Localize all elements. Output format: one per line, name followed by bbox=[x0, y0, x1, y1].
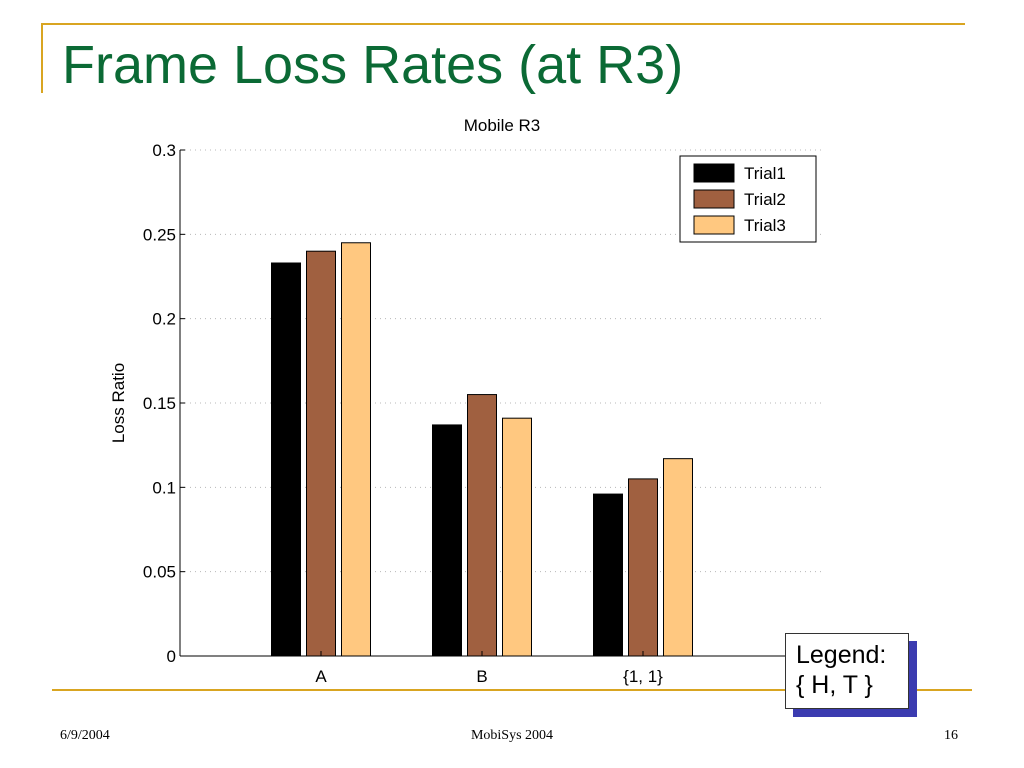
bar-trial2 bbox=[306, 250, 336, 657]
chart-title: Mobile R3 bbox=[464, 116, 541, 135]
x-tick-label: {1, 1} bbox=[623, 667, 663, 686]
chart-legend: Trial1 Trial2 Trial3 bbox=[679, 155, 817, 243]
legend-note-line2: { H, T } bbox=[796, 671, 873, 699]
y-axis-label: Loss Ratio bbox=[109, 363, 128, 443]
footer-divider-line bbox=[52, 689, 972, 691]
y-tick-label: 0.2 bbox=[152, 310, 176, 329]
footer-date: 6/9/2004 bbox=[60, 728, 110, 743]
y-tick-label: 0.25 bbox=[143, 225, 176, 244]
x-ticks: A B {1, 1} bbox=[315, 651, 663, 686]
legend-note-line1: Legend: bbox=[796, 641, 887, 669]
legend-swatch-trial1 bbox=[693, 163, 735, 183]
legend-label-trial1: Trial1 bbox=[744, 164, 786, 183]
y-ticks: 0 0.05 0.1 0.15 0.2 0.25 0.3 bbox=[143, 141, 185, 666]
x-tick-label: A bbox=[315, 667, 327, 686]
legend-label-trial3: Trial3 bbox=[744, 216, 786, 235]
bar-trial2 bbox=[467, 394, 497, 657]
bar-trial1 bbox=[593, 493, 623, 657]
title-accent-vertical-line bbox=[41, 23, 43, 93]
bar-trial1 bbox=[271, 262, 301, 657]
page-number: 16 bbox=[944, 728, 958, 743]
legend-label-trial2: Trial2 bbox=[744, 190, 786, 209]
y-tick-label: 0.1 bbox=[152, 478, 176, 497]
bar-trial3 bbox=[663, 458, 693, 657]
bar-trial3 bbox=[341, 242, 371, 657]
slide-title: Frame Loss Rates (at R3) bbox=[62, 35, 684, 95]
legend-swatch-trial3 bbox=[693, 215, 735, 235]
bar-trial1 bbox=[432, 424, 462, 657]
x-tick-label: B bbox=[476, 667, 487, 686]
y-tick-label: 0 bbox=[167, 647, 176, 666]
y-tick-label: 0.3 bbox=[152, 141, 176, 160]
footer-conference: MobiSys 2004 bbox=[470, 728, 554, 743]
bar-trial2 bbox=[628, 478, 658, 657]
bars bbox=[271, 242, 693, 657]
title-accent-horizontal-line bbox=[41, 23, 965, 25]
bar-trial3 bbox=[502, 417, 532, 657]
legend-swatch-trial2 bbox=[693, 189, 735, 209]
y-tick-label: 0.05 bbox=[143, 563, 176, 582]
legend-note-box: Legend: { H, T } bbox=[785, 633, 909, 709]
y-tick-label: 0.15 bbox=[143, 394, 176, 413]
